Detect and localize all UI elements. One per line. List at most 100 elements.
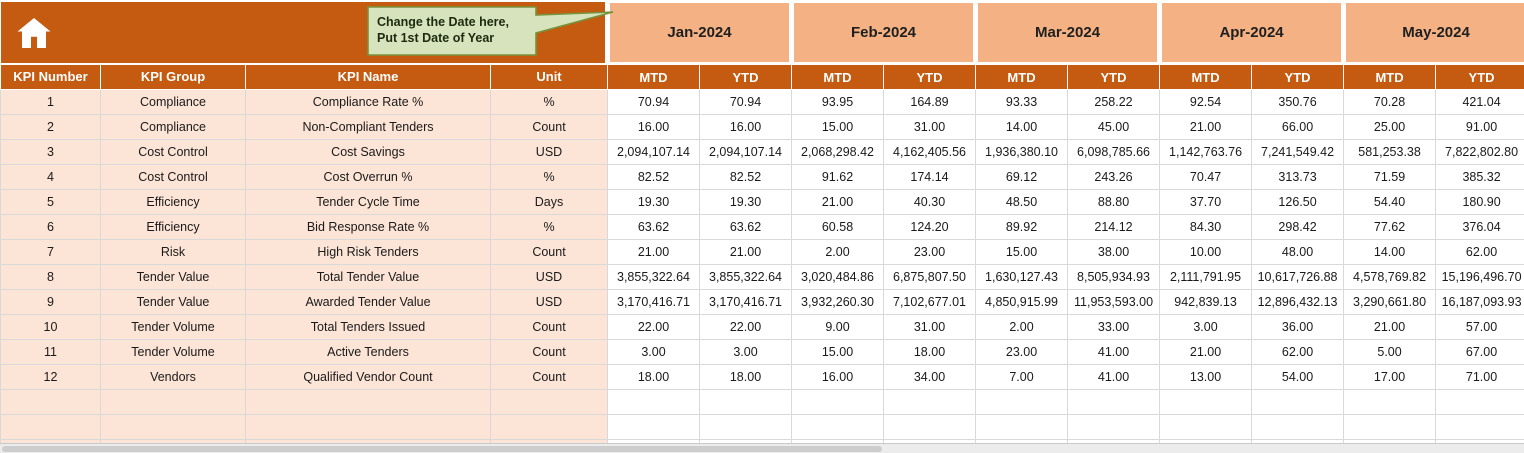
value-cell[interactable]: 21.00	[1159, 339, 1253, 365]
value-cell[interactable]: 16.00	[791, 364, 884, 390]
month-header[interactable]: May-2024	[1341, 0, 1524, 65]
unit-cell[interactable]: Count	[490, 364, 608, 390]
value-cell[interactable]: 4,578,769.82	[1343, 264, 1437, 290]
value-cell[interactable]: 15.00	[791, 339, 884, 365]
kpi-group-cell[interactable]: Efficiency	[100, 214, 246, 240]
kpi-name-cell[interactable]: Non-Compliant Tenders	[245, 114, 491, 140]
value-cell[interactable]: 9.00	[791, 314, 884, 340]
empty-cell[interactable]	[882, 389, 977, 415]
kpi-number-cell[interactable]: 3	[0, 139, 101, 165]
value-cell[interactable]: 124.20	[882, 214, 977, 240]
value-cell[interactable]: 126.50	[1251, 189, 1345, 215]
value-cell[interactable]: 15.00	[975, 239, 1069, 265]
kpi-number-cell[interactable]: 10	[0, 314, 101, 340]
empty-cell[interactable]	[100, 389, 246, 415]
value-cell[interactable]: 1,142,763.76	[1159, 139, 1253, 165]
value-cell[interactable]: 41.00	[1067, 364, 1161, 390]
value-cell[interactable]: 2.00	[791, 239, 884, 265]
kpi-number-cell[interactable]: 2	[0, 114, 101, 140]
value-cell[interactable]: 63.62	[607, 214, 700, 240]
value-cell[interactable]: 10.00	[1159, 239, 1253, 265]
horizontal-scrollbar[interactable]	[0, 443, 1524, 453]
value-cell[interactable]: 69.12	[975, 164, 1069, 190]
kpi-group-cell[interactable]: Cost Control	[100, 164, 246, 190]
empty-cell[interactable]	[0, 389, 101, 415]
empty-cell[interactable]	[490, 414, 608, 440]
empty-cell[interactable]	[245, 389, 491, 415]
value-cell[interactable]: 66.00	[1251, 114, 1345, 140]
kpi-number-cell[interactable]: 5	[0, 189, 101, 215]
value-cell[interactable]: 421.04	[1435, 89, 1524, 115]
value-cell[interactable]: 21.00	[791, 189, 884, 215]
value-cell[interactable]: 63.62	[699, 214, 792, 240]
value-cell[interactable]: 82.52	[607, 164, 700, 190]
value-cell[interactable]: 11,953,593.00	[1067, 289, 1161, 315]
empty-cell[interactable]	[975, 414, 1069, 440]
kpi-group-cell[interactable]: Tender Value	[100, 264, 246, 290]
value-cell[interactable]: 37.70	[1159, 189, 1253, 215]
value-cell[interactable]: 3,290,661.80	[1343, 289, 1437, 315]
value-cell[interactable]: 7.00	[975, 364, 1069, 390]
kpi-group-cell[interactable]: Tender Value	[100, 289, 246, 315]
kpi-name-cell[interactable]: High Risk Tenders	[245, 239, 491, 265]
value-cell[interactable]: 40.30	[882, 189, 977, 215]
value-cell[interactable]: 4,850,915.99	[975, 289, 1069, 315]
value-cell[interactable]: 70.94	[699, 89, 792, 115]
value-cell[interactable]: 16.00	[607, 114, 700, 140]
kpi-name-cell[interactable]: Compliance Rate %	[245, 89, 491, 115]
empty-cell[interactable]	[1067, 414, 1161, 440]
value-cell[interactable]: 313.73	[1251, 164, 1345, 190]
value-cell[interactable]: 298.42	[1251, 214, 1345, 240]
value-cell[interactable]: 2.00	[975, 314, 1069, 340]
scrollbar-thumb[interactable]	[2, 446, 882, 452]
empty-cell[interactable]	[0, 414, 101, 440]
value-cell[interactable]: 3.00	[607, 339, 700, 365]
kpi-number-cell[interactable]: 6	[0, 214, 101, 240]
unit-cell[interactable]: Count	[490, 239, 608, 265]
empty-cell[interactable]	[882, 414, 977, 440]
kpi-name-cell[interactable]: Total Tenders Issued	[245, 314, 491, 340]
value-cell[interactable]: 12,896,432.13	[1251, 289, 1345, 315]
value-cell[interactable]: 21.00	[607, 239, 700, 265]
value-cell[interactable]: 23.00	[882, 239, 977, 265]
value-cell[interactable]: 3,170,416.71	[607, 289, 700, 315]
value-cell[interactable]: 22.00	[699, 314, 792, 340]
value-cell[interactable]: 92.54	[1159, 89, 1253, 115]
subheader-mtd[interactable]: MTD	[607, 63, 700, 90]
value-cell[interactable]: 60.58	[791, 214, 884, 240]
value-cell[interactable]: 93.95	[791, 89, 884, 115]
empty-cell[interactable]	[1159, 414, 1253, 440]
value-cell[interactable]: 2,111,791.95	[1159, 264, 1253, 290]
column-header[interactable]: Unit	[490, 63, 608, 90]
value-cell[interactable]: 31.00	[882, 114, 977, 140]
empty-cell[interactable]	[791, 389, 884, 415]
kpi-number-cell[interactable]: 12	[0, 364, 101, 390]
kpi-group-cell[interactable]: Tender Volume	[100, 339, 246, 365]
value-cell[interactable]: 243.26	[1067, 164, 1161, 190]
value-cell[interactable]: 88.80	[1067, 189, 1161, 215]
value-cell[interactable]: 16,187,093.93	[1435, 289, 1524, 315]
value-cell[interactable]: 6,098,785.66	[1067, 139, 1161, 165]
subheader-ytd[interactable]: YTD	[882, 63, 977, 90]
value-cell[interactable]: 17.00	[1343, 364, 1437, 390]
value-cell[interactable]: 71.59	[1343, 164, 1437, 190]
column-header[interactable]: KPI Group	[100, 63, 246, 90]
kpi-group-cell[interactable]: Compliance	[100, 89, 246, 115]
empty-cell[interactable]	[1435, 389, 1524, 415]
empty-cell[interactable]	[1343, 389, 1437, 415]
value-cell[interactable]: 70.47	[1159, 164, 1253, 190]
value-cell[interactable]: 18.00	[607, 364, 700, 390]
value-cell[interactable]: 3,855,322.64	[607, 264, 700, 290]
value-cell[interactable]: 2,068,298.42	[791, 139, 884, 165]
value-cell[interactable]: 77.62	[1343, 214, 1437, 240]
value-cell[interactable]: 3.00	[699, 339, 792, 365]
kpi-name-cell[interactable]: Awarded Tender Value	[245, 289, 491, 315]
unit-cell[interactable]: Count	[490, 314, 608, 340]
value-cell[interactable]: 3,170,416.71	[699, 289, 792, 315]
subheader-ytd[interactable]: YTD	[1067, 63, 1161, 90]
value-cell[interactable]: 21.00	[1343, 314, 1437, 340]
month-header[interactable]: Jan-2024	[605, 0, 792, 65]
value-cell[interactable]: 214.12	[1067, 214, 1161, 240]
unit-cell[interactable]: Count	[490, 114, 608, 140]
value-cell[interactable]: 25.00	[1343, 114, 1437, 140]
